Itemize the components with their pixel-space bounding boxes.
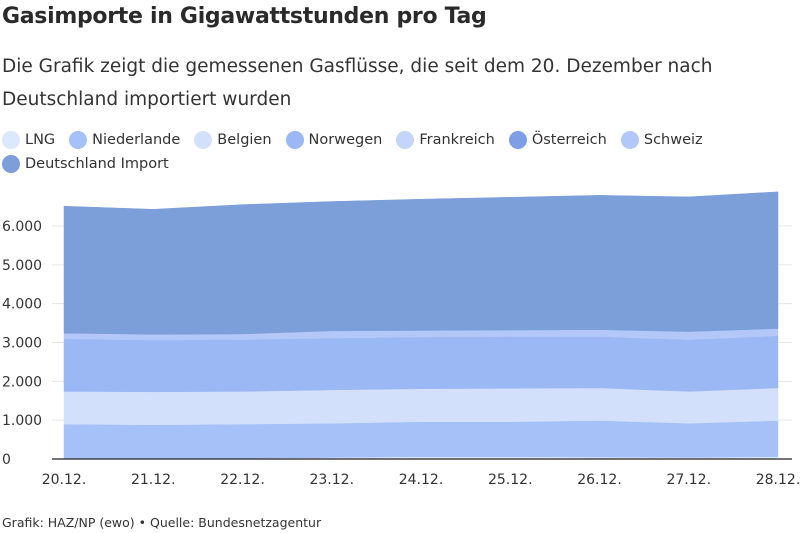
legend-swatch [620,130,639,149]
legend-item: Österreich [508,128,607,151]
legend-item: LNG [2,128,55,151]
axis-layer: 0 1.000 2.000 3.000 4.000 5.000 6.000 20.12. 21.… [2,219,800,488]
y-tick-label: 4.000 [2,297,42,313]
legend-item: Schweiz [620,128,703,151]
legend-item: Frankreich [396,128,495,151]
legend-item: Belgien [194,128,272,151]
area-series [63,335,779,393]
y-tick-label: 1.000 [2,413,42,429]
legend-item: Niederlande [69,128,180,151]
legend-swatch [194,130,213,149]
legend-swatch [69,130,88,149]
legend-label: Österreich [531,131,607,148]
legend-label: Deutschland Import [25,156,169,172]
y-tick-label: 5.000 [2,258,42,274]
legend-swatch [508,130,527,149]
y-tick-label: 0 [2,452,11,468]
y-tick-label: 2.000 [2,374,42,390]
legend-item: Norwegen [285,128,383,151]
chart-title: Gasimporte in Gigawattstunden pro Tag [2,4,487,29]
x-tick-label: 22.12. [220,472,265,488]
area-series [63,387,779,426]
legend-swatch [2,155,20,173]
legend-label: Niederlande [92,131,181,148]
legend-item: Deutschland Import [2,153,169,176]
x-tick-label: 26.12. [577,472,622,488]
area-series [63,420,779,459]
legend-label: Schweiz [643,131,703,148]
legend-label: Norwegen [308,131,383,148]
x-tick-label: 20.12. [42,472,87,488]
x-tick-label: 21.12. [131,472,176,488]
x-tick-label: 24.12. [399,472,444,488]
legend-label: LNG [25,131,56,148]
legend-label: Belgien [217,131,272,148]
chart-subtitle: Die Grafik zeigt die gemessenen Gasflüss… [2,56,713,110]
x-tick-label: 25.12. [488,472,533,488]
legend-label: Frankreich [419,131,495,148]
x-tick-label: 23.12. [309,472,354,488]
legend-swatch [285,130,304,149]
area-series [63,191,779,335]
y-tick-label: 3.000 [2,336,42,352]
y-tick-label: 6.000 [2,219,42,235]
chart-legend: LNG Niederlande Belgien Norwegen Frankreich Ö… [2,128,792,177]
x-tick-label: 28.12. [756,472,800,488]
area-layer [63,191,779,460]
x-tick-label: 27.12. [666,472,711,488]
chart-source-note: Grafik: HAZ/NP (ewo) • Quelle: Bundesnet… [2,515,322,530]
legend-swatch [396,130,415,149]
legend-swatch [2,130,20,149]
